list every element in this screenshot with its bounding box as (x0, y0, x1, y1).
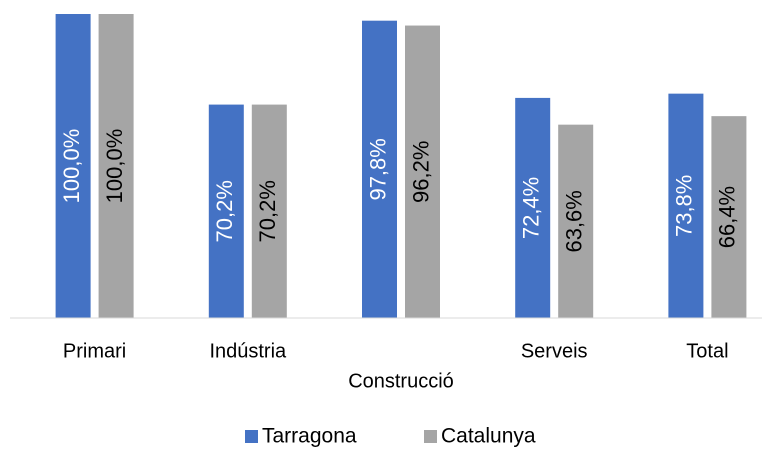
bar (711, 116, 747, 318)
x-tick-label: Primari (63, 340, 126, 362)
bar (55, 14, 91, 318)
legend-swatch (245, 430, 258, 443)
value-label: 70,2% (212, 180, 237, 242)
value-label: 70,2% (255, 180, 280, 242)
value-label: 100,0% (102, 129, 127, 204)
x-tick-label: Total (686, 340, 728, 362)
bar (208, 104, 244, 318)
bar (251, 104, 287, 318)
value-label: 100,0% (59, 129, 84, 204)
value-label: 66,4% (715, 186, 740, 248)
value-label: 97,8% (365, 138, 390, 200)
value-label: 96,2% (408, 141, 433, 203)
bar (515, 97, 551, 319)
bar (668, 93, 704, 318)
legend-label: Tarragona (262, 425, 357, 448)
x-tick-label: Serveis (521, 340, 588, 362)
bar (558, 124, 594, 318)
value-label: 63,6% (562, 190, 587, 252)
legend-label: Catalunya (441, 425, 536, 448)
bar (362, 20, 397, 319)
bar (405, 25, 440, 318)
value-label: 72,4% (519, 177, 544, 239)
x-tick-label: Indústria (209, 340, 287, 362)
legend-swatch (424, 430, 437, 443)
bar (98, 14, 134, 318)
value-label: 73,8% (672, 175, 697, 237)
x-tick-label: Construcció (348, 370, 454, 392)
